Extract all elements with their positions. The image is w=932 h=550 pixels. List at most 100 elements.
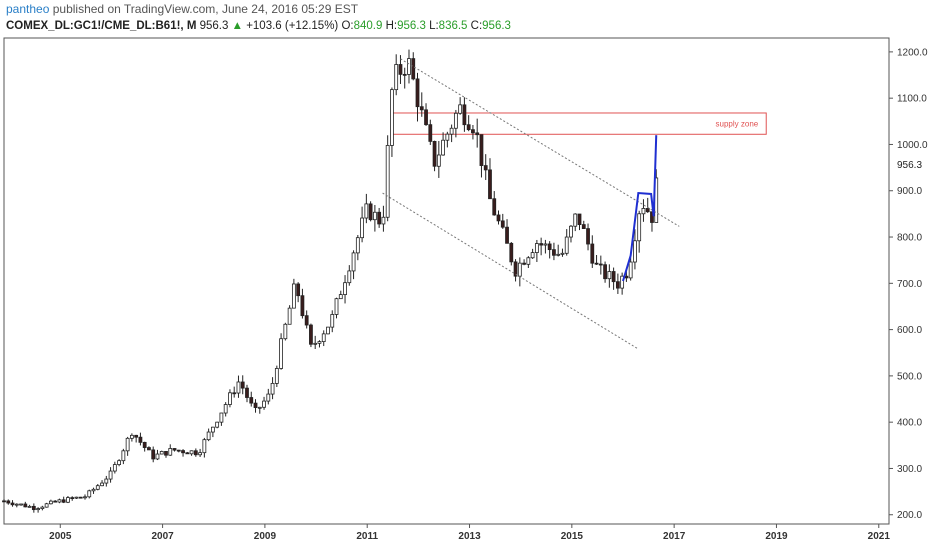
candle-body	[419, 106, 424, 111]
candle-body	[581, 224, 586, 230]
candle-body	[603, 264, 607, 280]
plot-border	[3, 37, 890, 525]
candle-body	[134, 434, 139, 438]
candle-body	[436, 154, 441, 167]
price-change: +103.6 (+12.15%)	[246, 20, 339, 32]
candle-body	[381, 216, 386, 225]
candle-body	[394, 64, 399, 91]
candle-body	[117, 460, 121, 465]
author-name[interactable]: pantheo	[6, 2, 50, 16]
candle-body	[270, 382, 275, 395]
candle-body	[411, 58, 416, 80]
candle-body	[628, 261, 633, 279]
candle-body	[223, 404, 228, 414]
candle-body	[590, 243, 595, 264]
y-tick-label: 700.0	[897, 279, 922, 290]
candle-body	[129, 434, 134, 439]
candle-body	[547, 243, 552, 251]
candle-body	[372, 211, 377, 221]
candle-body	[398, 64, 403, 75]
symbol-label: COMEX_DL:GC1!/CME_DL:B61!, M	[6, 20, 197, 32]
y-tick-label: 1000.0	[897, 140, 928, 151]
candle-body	[347, 270, 352, 284]
channel-lower-line[interactable]	[382, 192, 639, 350]
candle-body	[279, 338, 283, 369]
y-tick-label: 200.0	[897, 510, 922, 521]
candle-body	[539, 243, 544, 246]
candle-body	[210, 426, 215, 433]
candle-body	[637, 213, 642, 242]
candle-body	[564, 236, 569, 254]
x-axis[interactable]: 2005 2007 2009 2011 2013 2015 2017 2019 2021	[49, 524, 890, 542]
candle-body	[522, 262, 526, 265]
x-tick-label: 2021	[868, 531, 891, 542]
candle-body	[142, 441, 147, 448]
candle-body	[641, 208, 646, 215]
candle-body	[471, 129, 475, 134]
candle-body	[513, 261, 518, 277]
candle-body	[74, 496, 79, 499]
candle-body	[573, 213, 578, 227]
candle-body	[10, 502, 15, 506]
candle-body	[428, 124, 433, 142]
candle-body	[364, 203, 369, 219]
y-axis[interactable]: 200.0 300.0 400.0 500.0 600.0 700.0 800.0 900.0…	[889, 47, 928, 521]
published-text: published on TradingView.com, June 24, 2…	[52, 2, 359, 16]
candle-body	[155, 453, 160, 460]
candle-body	[300, 295, 305, 317]
candle-body	[488, 169, 492, 200]
candle-body	[607, 271, 612, 280]
candle-body	[147, 447, 151, 451]
candle-body	[291, 283, 296, 309]
candle-body	[304, 315, 309, 326]
candle-body	[309, 324, 313, 345]
candle-body	[189, 450, 194, 455]
candle-body	[6, 500, 11, 504]
candle-body	[232, 392, 237, 395]
candle-body	[66, 497, 70, 503]
supply-zone-rect[interactable]	[392, 112, 767, 135]
y-tick-label: 800.0	[897, 233, 922, 244]
supply-zone-group[interactable]: supply zone	[392, 112, 767, 135]
candle-body	[287, 307, 292, 325]
candle-body	[95, 485, 100, 490]
candle-body	[159, 451, 164, 455]
candle-body	[53, 500, 58, 503]
candle-body	[424, 109, 428, 126]
candle-body	[240, 381, 245, 389]
close-label: C:	[470, 20, 483, 32]
supply-zone-label: supply zone	[716, 120, 759, 129]
candle-body	[343, 282, 347, 295]
candle-body	[338, 294, 343, 300]
candle-body	[176, 449, 181, 452]
candle-body	[360, 217, 364, 239]
candle-body	[44, 503, 49, 508]
candle-body	[326, 326, 330, 335]
candle-body	[245, 387, 249, 398]
candle-body	[351, 252, 356, 272]
price-marker-box	[893, 158, 923, 171]
candle-body	[458, 104, 463, 114]
high-value: 956.3	[397, 20, 426, 32]
quote-info-line: COMEX_DL:GC1!/CME_DL:B61!, M 956.3 ▲ +10…	[6, 19, 511, 33]
candle-body	[402, 73, 407, 76]
projection-path[interactable]	[622, 135, 658, 282]
candle-body	[407, 58, 411, 75]
open-value: 840.9	[353, 20, 383, 32]
candle-body	[100, 482, 104, 487]
candle-body	[445, 133, 450, 141]
candle-body	[483, 165, 488, 171]
y-tick-label: 1200.0	[897, 47, 928, 58]
candle-body	[262, 400, 266, 408]
candle-body	[112, 464, 117, 472]
candle-body	[40, 506, 45, 509]
candle-body	[598, 263, 603, 266]
candle-body	[14, 503, 19, 506]
candle-body	[368, 203, 373, 221]
candle-body	[61, 499, 66, 503]
high-label: H:	[385, 20, 398, 32]
candle-body	[202, 439, 207, 454]
candle-body	[78, 496, 83, 499]
candles	[2, 49, 659, 513]
